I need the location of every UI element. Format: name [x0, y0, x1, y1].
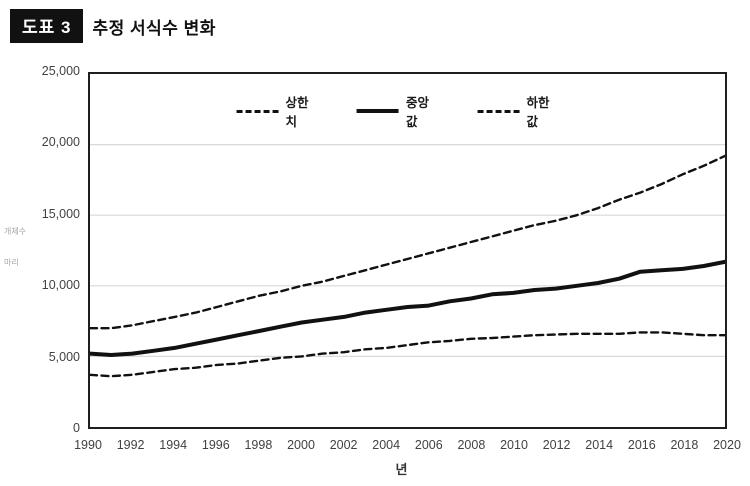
x-tick-label: 2002 [329, 438, 358, 452]
y-axis-title-line1: 개체수 [4, 227, 27, 236]
x-tick-label: 1992 [116, 438, 145, 452]
y-axis-title-line2: 마리 [4, 258, 19, 267]
x-tick-label: 1998 [244, 438, 273, 452]
x-tick-label: 1990 [74, 438, 102, 452]
legend-dashed-line-swatch [477, 109, 520, 113]
figure-title: 추정 서식수 변화 [92, 18, 216, 38]
chart-legend: 상한치 중앙값 하한값 [236, 92, 554, 130]
y-tick-label: 10,000 [41, 278, 80, 293]
legend-solid-line-swatch [356, 109, 399, 113]
series-line-하한값 [90, 331, 725, 378]
x-axis-title: 년 [395, 462, 408, 477]
x-tick-label: 2016 [627, 438, 656, 452]
x-tick-label: 2004 [372, 438, 401, 452]
legend-dashed-line-swatch [236, 109, 279, 113]
legend-item: 상한치 [236, 92, 312, 130]
plot-area: 상한치 중앙값 하한값 [88, 72, 727, 429]
figure-header: 도표 3 추정 서식수 변화 [10, 9, 216, 43]
line-chart [90, 143, 725, 378]
x-tick-label: 2006 [414, 438, 443, 452]
series-line-중앙값 [90, 259, 725, 357]
x-tick-label: 2020 [713, 438, 741, 452]
x-tick-label: 2000 [287, 438, 315, 452]
series-line-상한치 [90, 154, 725, 330]
legend-item: 중앙값 [356, 92, 434, 130]
y-tick-label: 20,000 [41, 135, 80, 150]
legend-label: 하한값 [526, 96, 550, 129]
y-tick-label: 25,000 [41, 64, 80, 78]
y-tick-label: 0 [73, 421, 80, 435]
legend-label: 상한치 [285, 96, 309, 129]
figure-number-badge: 도표 3 [10, 9, 84, 43]
x-tick-label: 1996 [201, 438, 230, 452]
y-tick-label: 15,000 [41, 206, 80, 221]
legend-item: 하한값 [477, 92, 554, 130]
x-tick-label: 2014 [585, 438, 614, 452]
x-tick-label: 2018 [670, 438, 699, 452]
x-tick-label: 2008 [457, 438, 486, 452]
x-tick-label: 1994 [159, 438, 188, 452]
x-tick-label: 2010 [500, 438, 528, 452]
legend-label: 중앙값 [405, 96, 429, 129]
y-tick-label: 5,000 [48, 349, 80, 364]
x-tick-label: 2012 [542, 438, 571, 452]
